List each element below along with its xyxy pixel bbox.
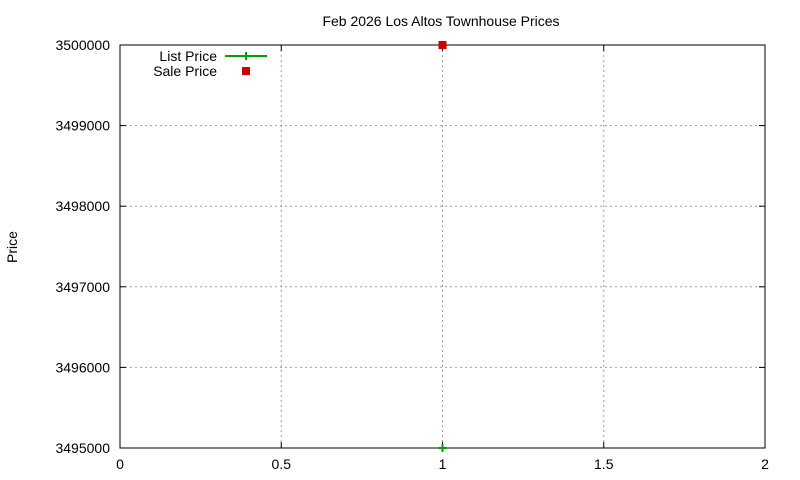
- y-tick-label: 3500000: [55, 37, 110, 53]
- grid: [120, 45, 765, 448]
- data-point-square: [438, 41, 447, 49]
- x-tick-label: 1: [439, 456, 447, 472]
- ticks: 0 0.5 1 1.5 2 3495000 3496000 3497000 3498000 349…: [55, 37, 769, 472]
- y-tick-label: 3497000: [55, 279, 110, 295]
- y-tick-label: 3498000: [55, 198, 110, 214]
- chart-title: Feb 2026 Los Altos Townhouse Prices: [322, 13, 559, 29]
- x-tick-label: 0: [116, 456, 124, 472]
- y-axis-label: Price: [4, 231, 20, 263]
- data-point-square: [242, 67, 250, 75]
- marks: [438, 41, 447, 452]
- y-tick-label: 3495000: [55, 440, 110, 456]
- y-tick-label: 3499000: [55, 118, 110, 134]
- x-tick-label: 2: [761, 456, 769, 472]
- y-tick-label: 3496000: [55, 359, 110, 375]
- legend-label: Sale Price: [153, 63, 217, 79]
- x-tick-label: 1.5: [594, 456, 614, 472]
- x-tick-label: 0.5: [272, 456, 292, 472]
- legend-label: List Price: [159, 48, 217, 64]
